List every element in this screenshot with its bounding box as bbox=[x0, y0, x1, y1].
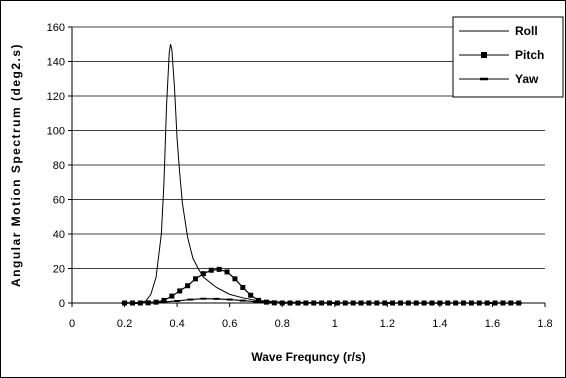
y-tick-label-4: 80 bbox=[53, 160, 65, 172]
x-tick-label-5: 1 bbox=[332, 318, 338, 330]
y-tick-labels: 0 20 40 60 80 100 120 140 160 bbox=[47, 22, 72, 310]
point-pitch-8 bbox=[185, 283, 191, 289]
point-pitch-7 bbox=[177, 288, 183, 294]
legend-entry-pitch: Pitch bbox=[459, 48, 544, 62]
x-tick-labels: 0 0.2 0.4 0.6 0.8 1 1.2 1.4 1.6 1.8 bbox=[69, 303, 553, 330]
y-tick-label-2: 40 bbox=[53, 229, 65, 241]
x-axis-title: Wave Frequncy (r/s) bbox=[251, 350, 365, 364]
x-tick-label-3: 0.6 bbox=[222, 318, 237, 330]
y-tick-label-0: 0 bbox=[59, 298, 65, 310]
point-pitch-13 bbox=[224, 269, 230, 275]
legend-entry-roll: Roll bbox=[459, 24, 538, 38]
legend-label-roll: Roll bbox=[515, 24, 538, 38]
y-tick-label-7: 140 bbox=[47, 57, 65, 69]
y-tick-label-8: 160 bbox=[47, 22, 65, 34]
x-tick-label-2: 0.4 bbox=[169, 318, 184, 330]
series-pitch bbox=[122, 266, 522, 306]
gridlines bbox=[72, 26, 545, 269]
legend-entry-yaw: Yaw bbox=[459, 72, 539, 86]
point-pitch-17 bbox=[256, 297, 262, 303]
point-pitch-11 bbox=[208, 267, 214, 273]
x-tick-label-0: 0 bbox=[69, 318, 75, 330]
series-line-pitch bbox=[124, 268, 519, 304]
point-pitch-10 bbox=[200, 271, 206, 277]
x-tick-label-6: 1.2 bbox=[380, 318, 395, 330]
legend-label-pitch: Pitch bbox=[515, 48, 544, 62]
x-tick-label-7: 1.4 bbox=[432, 318, 447, 330]
point-pitch-6 bbox=[169, 293, 175, 299]
point-pitch-12 bbox=[216, 266, 222, 272]
y-tick-label-3: 60 bbox=[53, 195, 65, 207]
point-pitch-15 bbox=[240, 284, 246, 290]
y-tick-label-1: 20 bbox=[53, 264, 65, 276]
x-tick-label-1: 0.2 bbox=[117, 318, 132, 330]
point-pitch-16 bbox=[248, 292, 254, 298]
x-tick-label-4: 0.8 bbox=[275, 318, 290, 330]
y-tick-label-5: 100 bbox=[47, 126, 65, 138]
legend-label-yaw: Yaw bbox=[515, 72, 539, 86]
point-pitch-14 bbox=[232, 276, 238, 282]
y-tick-label-6: 120 bbox=[47, 91, 65, 103]
legend-box bbox=[452, 16, 564, 98]
legend-marker-pitch bbox=[481, 52, 487, 58]
x-tick-label-9: 1.8 bbox=[537, 318, 552, 330]
point-pitch-9 bbox=[193, 276, 199, 282]
point-pitch-5 bbox=[161, 297, 167, 303]
legend: Roll Pitch Yaw bbox=[452, 16, 564, 98]
y-axis-title: Angular Motion Spectrum (deg2.s) bbox=[9, 43, 23, 287]
x-tick-label-8: 1.6 bbox=[485, 318, 500, 330]
